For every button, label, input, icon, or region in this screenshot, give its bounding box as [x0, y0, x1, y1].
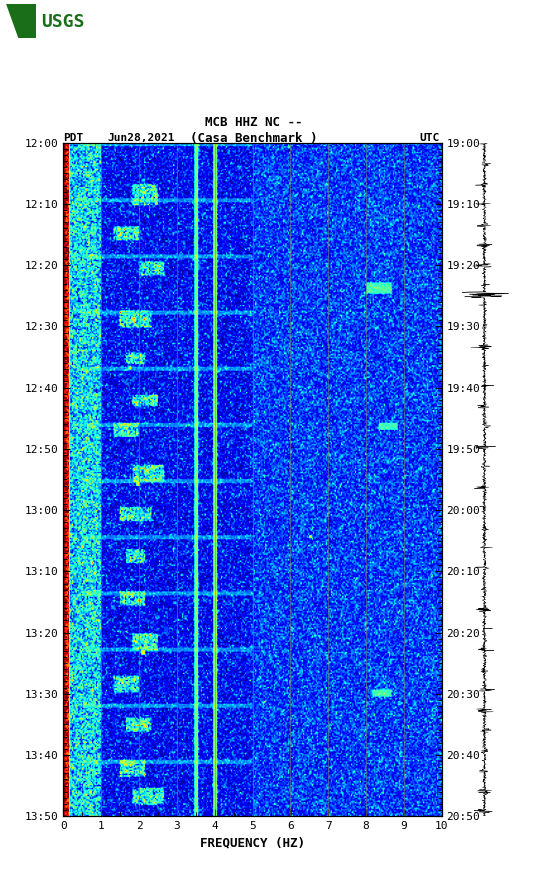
Polygon shape [6, 4, 18, 38]
Text: UTC: UTC [420, 133, 440, 144]
X-axis label: FREQUENCY (HZ): FREQUENCY (HZ) [200, 837, 305, 849]
Text: PDT: PDT [63, 133, 84, 144]
Text: USGS: USGS [41, 13, 85, 31]
Text: Jun28,2021: Jun28,2021 [108, 133, 175, 144]
Text: (Casa Benchmark ): (Casa Benchmark ) [190, 132, 317, 145]
Text: MCB HHZ NC --: MCB HHZ NC -- [205, 116, 302, 129]
